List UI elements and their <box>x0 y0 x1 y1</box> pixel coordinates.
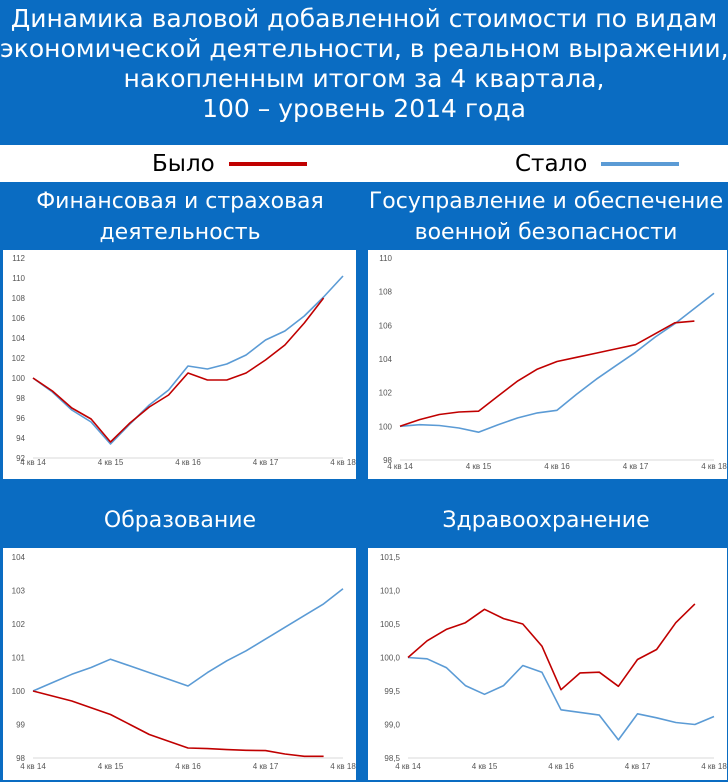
finance-x-tick: 4 кв 18 <box>330 458 356 467</box>
finance-series-after <box>32 275 344 445</box>
healthcare-series-before <box>407 603 696 691</box>
healthcare-x-tick: 4 кв 18 <box>701 762 727 771</box>
panel-title-education: Образование <box>0 505 360 536</box>
finance-x-tick: 4 кв 15 <box>98 458 124 467</box>
education-y-tick: 100 <box>12 687 26 696</box>
healthcare-y-tick: 100,5 <box>380 620 401 629</box>
education-series-after <box>32 588 344 692</box>
healthcare-y-tick: 98,5 <box>384 754 400 763</box>
panel-title-finance: Финансовая и страховая деятельность <box>0 186 360 248</box>
healthcare-y-tick: 101,0 <box>380 587 401 596</box>
education-x-tick: 4 кв 14 <box>20 762 46 771</box>
legend-swatch-before <box>228 161 307 166</box>
finance-y-tick: 112 <box>12 254 25 263</box>
finance-y-tick: 108 <box>12 294 26 303</box>
government-y-tick: 106 <box>379 321 393 330</box>
healthcare-y-tick: 100,0 <box>380 654 401 663</box>
panel-title-finance-line-1: Финансовая и страховая <box>36 189 324 214</box>
government-y-tick: 104 <box>379 355 393 364</box>
finance-x-tick: 4 кв 16 <box>175 458 201 467</box>
title-line-4: 100 – уровень 2014 года <box>202 94 526 123</box>
panel-title-government-line-2: военной безопасности <box>414 220 678 245</box>
finance-series-before <box>32 297 325 443</box>
healthcare-series-after <box>407 656 715 741</box>
finance-x-tick: 4 кв 17 <box>253 458 279 467</box>
chart-finance: 92 94 96 98 100 102 104 106 108 110 112 4 кв 14 4 кв… <box>3 250 356 479</box>
header: Динамика валовой добавленной стоимости п… <box>0 0 728 143</box>
finance-y-tick: 100 <box>12 374 26 383</box>
finance-y-tick: 110 <box>12 274 25 283</box>
panel-title-finance-line-2: деятельность <box>99 220 261 245</box>
legend: Было Стало <box>0 145 728 182</box>
healthcare-x-tick: 4 кв 14 <box>395 762 421 771</box>
panel-title-healthcare: Здравоохранение <box>364 505 728 536</box>
healthcare-y-tick: 99,0 <box>384 721 400 730</box>
chart-education-svg: 98 99 100 101 102 103 104 4 кв 14 4 кв 15 4 кв 16… <box>12 553 356 771</box>
title-line-2: экономической деятельности, в реальном в… <box>0 34 728 63</box>
education-series-before <box>32 690 324 758</box>
chart-education: 98 99 100 101 102 103 104 4 кв 14 4 кв 15 4 кв 16… <box>3 548 356 780</box>
title-line-1: Динамика валовой добавленной стоимости п… <box>10 4 718 33</box>
panel-title-government: Госуправление и обеспечение военной безо… <box>364 186 728 248</box>
healthcare-x-tick: 4 кв 16 <box>548 762 574 771</box>
legend-label-after: Стало <box>515 150 588 177</box>
finance-y-tick: 102 <box>12 354 26 363</box>
education-y-tick: 99 <box>16 721 25 730</box>
government-x-tick: 4 кв 18 <box>701 462 727 471</box>
panel-title-education-line-1: Образование <box>103 508 257 533</box>
chart-healthcare-svg: 98,5 99,0 99,5 100,0 100,5 101,0 101,5 4 кв 14 4… <box>380 553 727 771</box>
government-x-tick: 4 кв 15 <box>466 462 492 471</box>
panel-title-healthcare-line-1: Здравоохранение <box>442 508 650 533</box>
government-x-tick: 4 кв 17 <box>623 462 649 471</box>
government-x-tick: 4 кв 14 <box>387 462 413 471</box>
education-y-tick: 101 <box>12 654 26 663</box>
finance-y-tick: 94 <box>16 434 25 443</box>
healthcare-y-tick: 101,5 <box>380 553 401 562</box>
chart-government: 98 100 102 104 106 108 110 4 кв 14 4 кв 15 4 кв 1… <box>368 250 727 479</box>
government-y-tick: 100 <box>379 422 393 431</box>
education-x-tick: 4 кв 17 <box>253 762 279 771</box>
legend-item-after: Стало <box>515 145 680 182</box>
education-y-tick: 102 <box>12 620 26 629</box>
government-x-tick: 4 кв 16 <box>544 462 570 471</box>
finance-y-tick: 92 <box>16 454 25 463</box>
government-y-tick: 108 <box>379 288 393 297</box>
government-y-tick: 110 <box>379 254 392 263</box>
chart-finance-svg: 92 94 96 98 100 102 104 106 108 110 112 4 кв 14 4 кв… <box>12 254 356 467</box>
finance-y-tick: 104 <box>12 334 26 343</box>
title-line-3: накопленным итогом за 4 квартала, <box>123 64 605 93</box>
education-y-tick: 104 <box>12 553 26 562</box>
healthcare-y-tick: 99,5 <box>384 687 400 696</box>
education-y-tick: 103 <box>12 587 26 596</box>
government-y-tick: 98 <box>383 456 392 465</box>
education-x-tick: 4 кв 16 <box>175 762 201 771</box>
panel-title-government-line-1: Госуправление и обеспечение <box>368 189 724 214</box>
legend-label-before: Было <box>152 150 215 177</box>
finance-x-tick: 4 кв 14 <box>20 458 46 467</box>
legend-swatch-after <box>601 161 680 166</box>
government-series-before <box>399 320 695 428</box>
government-y-tick: 102 <box>379 389 393 398</box>
education-y-tick: 98 <box>16 754 25 763</box>
finance-y-tick: 96 <box>16 414 25 423</box>
legend-item-before: Было <box>152 145 307 182</box>
education-x-tick: 4 кв 15 <box>98 762 124 771</box>
finance-y-tick: 98 <box>16 394 25 403</box>
healthcare-x-tick: 4 кв 15 <box>472 762 498 771</box>
healthcare-x-tick: 4 кв 17 <box>625 762 651 771</box>
chart-government-svg: 98 100 102 104 106 108 110 4 кв 14 4 кв 15 4 кв 1… <box>379 254 727 471</box>
government-series-after <box>399 292 715 433</box>
education-x-tick: 4 кв 18 <box>330 762 356 771</box>
finance-y-tick: 106 <box>12 314 26 323</box>
chart-healthcare: 98,5 99,0 99,5 100,0 100,5 101,0 101,5 4 кв 14 4… <box>368 548 727 780</box>
